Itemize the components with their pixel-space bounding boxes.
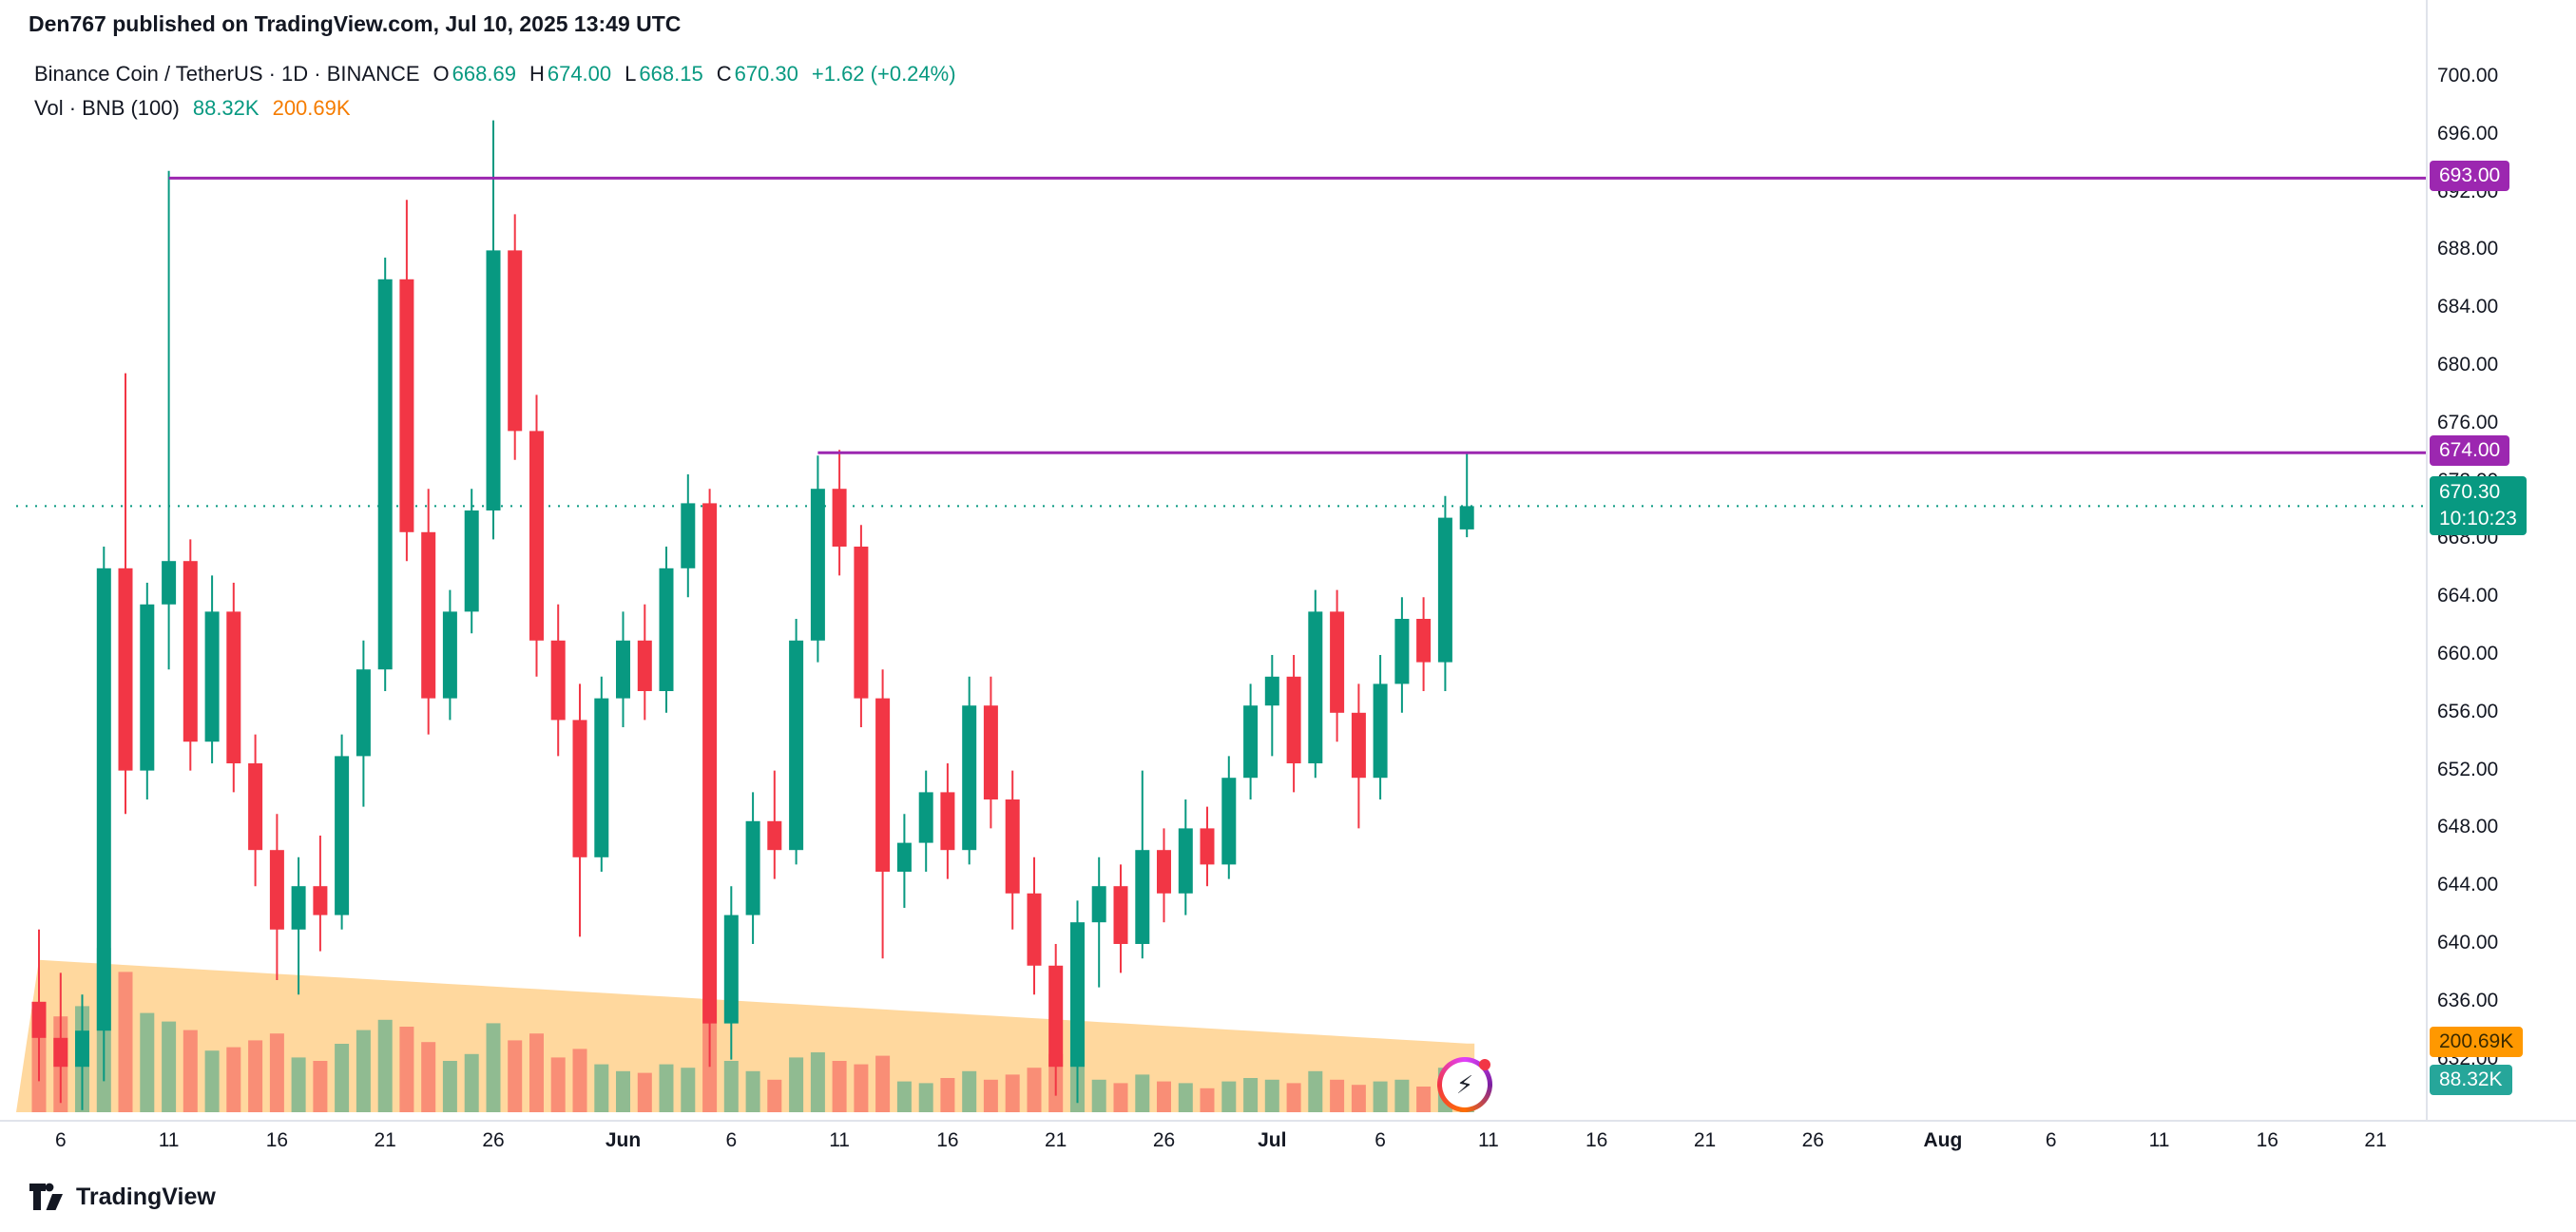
price-axis-label: 684.00 — [2437, 296, 2499, 318]
time-axis-label: 11 — [2148, 1129, 2170, 1151]
volume-ma-tag: 200.69K — [2430, 1026, 2524, 1057]
time-axis-label: 6 — [725, 1129, 738, 1151]
price-axis-label: 700.00 — [2437, 65, 2499, 87]
volume-title[interactable]: Vol · BNB (100) — [34, 96, 180, 120]
time-axis-label: 21 — [2364, 1129, 2387, 1151]
ohlc-low: L 668.15 — [625, 62, 703, 86]
price-axis-label: 688.00 — [2437, 238, 2499, 260]
time-axis-label: 11 — [1477, 1129, 1499, 1151]
legend-volume-row[interactable]: Vol · BNB (100) 88.32K 200.69K — [34, 91, 956, 125]
time-axis-label: 26 — [1801, 1129, 1824, 1151]
price-axis-label: 640.00 — [2437, 932, 2499, 953]
time-axis-label: 26 — [482, 1129, 505, 1151]
price-axis-label: 664.00 — [2437, 585, 2499, 607]
time-axis-label: 21 — [1045, 1129, 1067, 1151]
tradingview-logo-icon — [29, 1183, 63, 1210]
boost-button[interactable]: ⚡ — [1437, 1057, 1492, 1112]
line-price-tag: 674.00 — [2430, 435, 2510, 467]
line-price-tag: 693.00 — [2430, 161, 2510, 192]
volume-value: 88.32K — [192, 96, 260, 120]
time-axis-label: 6 — [54, 1129, 67, 1151]
time-axis-label: 26 — [1152, 1129, 1176, 1151]
lightning-icon: ⚡ — [1442, 1062, 1488, 1107]
symbol-title[interactable]: Binance Coin / TetherUS · 1D · BINANCE — [34, 62, 420, 86]
ohlc-close: C 670.30 — [716, 62, 798, 86]
time-axis-label: Jul — [1258, 1129, 1287, 1151]
volume-ma-value: 200.69K — [272, 96, 351, 120]
bar-countdown: 10:10:23 — [2439, 508, 2517, 530]
legend-symbol-row[interactable]: Binance Coin / TetherUS · 1D · BINANCE O… — [34, 57, 956, 91]
time-axis-label: Jun — [605, 1129, 642, 1151]
time-axis-label: 16 — [936, 1129, 959, 1151]
price-axis-label: 656.00 — [2437, 700, 2499, 722]
chart-legend: Binance Coin / TetherUS · 1D · BINANCE O… — [34, 57, 956, 125]
time-axis-label: 6 — [1375, 1129, 1386, 1151]
price-axis-label: 676.00 — [2437, 411, 2499, 433]
price-axis-label: 696.00 — [2437, 122, 2499, 144]
last-price-value: 670.30 — [2439, 481, 2501, 504]
price-axis-label: 680.00 — [2437, 354, 2499, 375]
price-axis-label: 636.00 — [2437, 989, 2499, 1011]
volume-value-tag: 88.32K — [2430, 1065, 2512, 1096]
time-axis-label: 16 — [1586, 1129, 1608, 1151]
time-axis-label: 21 — [374, 1129, 396, 1151]
price-axis-label: 652.00 — [2437, 758, 2499, 780]
price-axis-label: 648.00 — [2437, 816, 2499, 838]
last-price-tag: 670.30 10:10:23 — [2430, 476, 2527, 536]
time-axis-label: 16 — [265, 1129, 289, 1151]
ohlc-high: H 674.00 — [529, 62, 612, 86]
notification-dot — [1479, 1059, 1490, 1070]
time-axis-label: 16 — [2256, 1129, 2278, 1151]
time-axis-label: 6 — [2045, 1129, 2057, 1151]
ohlc-open: O 668.69 — [433, 62, 516, 86]
price-change: +1.62 (+0.24%) — [811, 62, 956, 86]
price-axis-label: 660.00 — [2437, 643, 2499, 664]
time-axis-label: 11 — [158, 1129, 180, 1151]
tradingview-logo-text: TradingView — [76, 1183, 216, 1210]
price-axis-label: 644.00 — [2437, 874, 2499, 896]
tradingview-logo[interactable]: TradingView — [29, 1183, 216, 1211]
time-axis-label: Aug — [1923, 1129, 1963, 1151]
time-axis-label: 21 — [1693, 1129, 1717, 1151]
publish-header: Den767 published on TradingView.com, Jul… — [29, 11, 682, 36]
time-axis-label: 11 — [829, 1129, 850, 1151]
